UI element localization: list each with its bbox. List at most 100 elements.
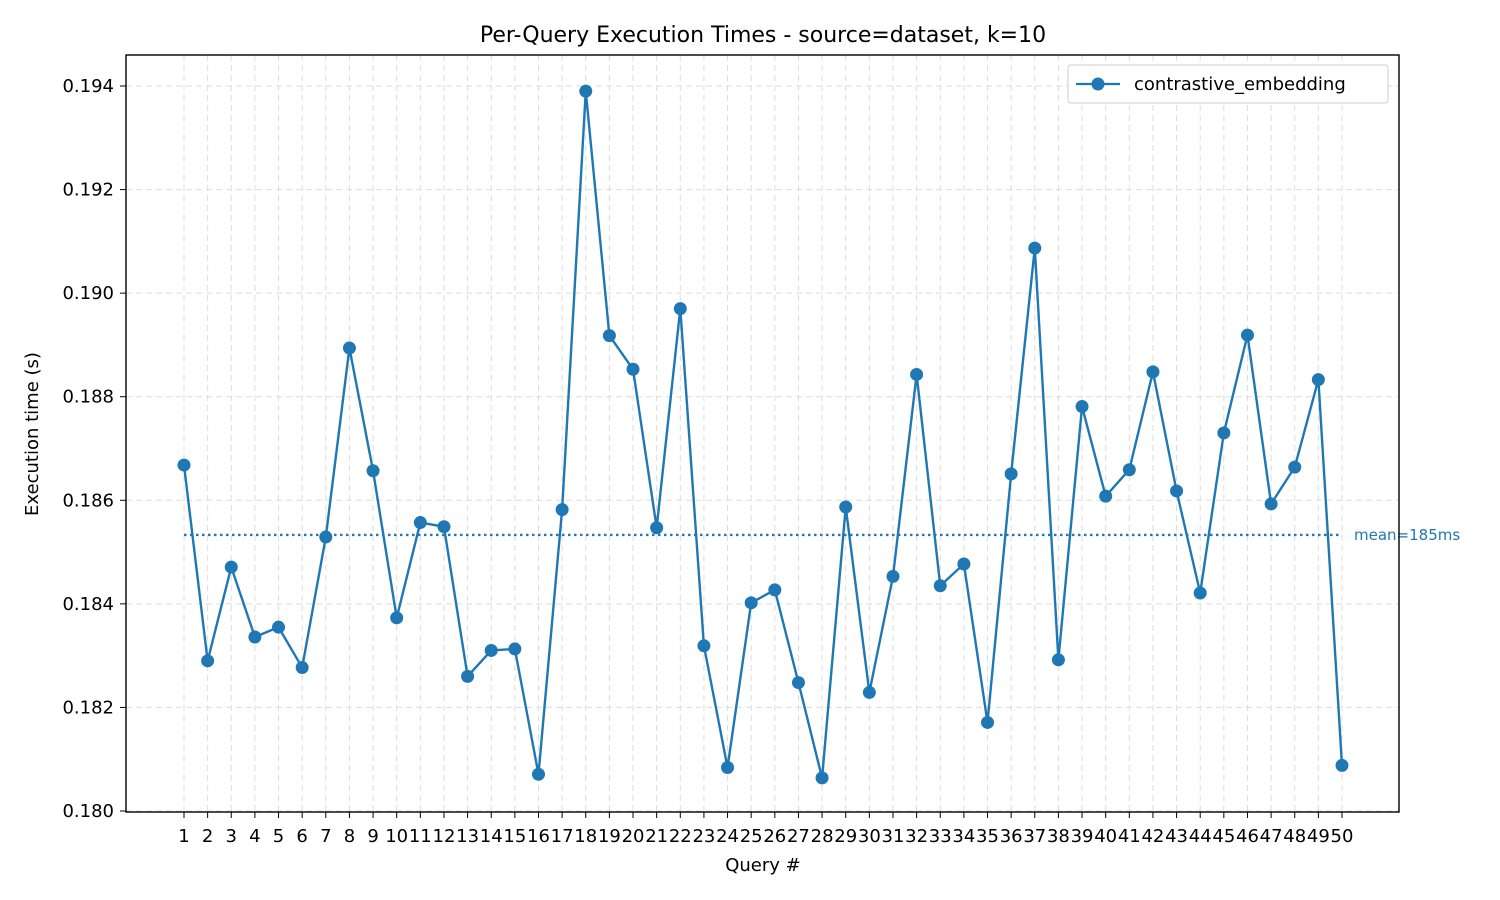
x-tick-label: 23 xyxy=(692,826,715,847)
data-point xyxy=(602,329,616,343)
y-tick-label: 0.192 xyxy=(62,180,114,201)
data-point xyxy=(1004,467,1018,481)
data-point xyxy=(272,620,286,634)
mean-label: mean=185ms xyxy=(1354,526,1460,544)
data-point xyxy=(555,503,569,517)
x-tick-label: 27 xyxy=(787,826,810,847)
data-point xyxy=(1075,400,1089,414)
data-point xyxy=(1170,484,1184,498)
data-point xyxy=(177,458,191,472)
x-tick-label: 7 xyxy=(320,826,331,847)
data-point xyxy=(815,771,829,785)
x-tick-label: 33 xyxy=(929,826,952,847)
x-tick-label: 1 xyxy=(178,826,189,847)
y-tick-label: 0.184 xyxy=(62,594,114,615)
y-tick-label: 0.186 xyxy=(62,490,114,511)
data-point xyxy=(413,516,427,530)
data-point xyxy=(201,654,215,668)
x-tick-label: 20 xyxy=(622,826,645,847)
x-tick-label: 21 xyxy=(645,826,668,847)
x-tick-label: 11 xyxy=(409,826,432,847)
data-point xyxy=(1028,241,1042,255)
x-tick-label: 29 xyxy=(834,826,857,847)
data-point xyxy=(579,84,593,98)
x-tick-label: 8 xyxy=(344,826,355,847)
y-tick-label: 0.194 xyxy=(62,76,114,97)
x-tick-label: 22 xyxy=(669,826,692,847)
x-tick-label: 24 xyxy=(716,826,739,847)
data-point xyxy=(342,341,356,355)
x-tick-label: 18 xyxy=(574,826,597,847)
x-tick-label: 5 xyxy=(273,826,284,847)
data-point xyxy=(839,500,853,514)
series-contrastive-embedding xyxy=(177,84,1349,785)
data-point xyxy=(1193,586,1207,600)
x-axis-label: Query # xyxy=(725,855,801,876)
x-tick-label: 6 xyxy=(296,826,307,847)
x-axis-ticks: 1 2 3 4 5 6 7 8 9 10 11 12 13 14 15 16 17 18 19 20 21 22 23 24 2… xyxy=(178,812,1353,847)
data-point xyxy=(721,761,735,774)
data-point xyxy=(1051,653,1065,667)
legend-marker-swatch xyxy=(1091,77,1105,91)
x-tick-label: 16 xyxy=(527,826,550,847)
x-tick-label: 3 xyxy=(226,826,237,847)
data-point xyxy=(1122,463,1136,477)
legend-label: contrastive_embedding xyxy=(1134,74,1346,95)
data-point xyxy=(1288,460,1302,474)
legend-box xyxy=(1067,64,1389,104)
data-point xyxy=(957,557,971,571)
x-tick-label: 41 xyxy=(1118,826,1141,847)
x-tick-label: 48 xyxy=(1283,826,1306,847)
data-point xyxy=(933,579,947,593)
x-tick-label: 36 xyxy=(1000,826,1023,847)
data-point xyxy=(650,521,664,535)
data-point xyxy=(673,302,687,316)
data-point xyxy=(1335,758,1349,772)
data-point xyxy=(295,661,309,675)
mean-line-group: mean=185ms xyxy=(184,526,1460,544)
x-tick-label: 43 xyxy=(1165,826,1188,847)
x-tick-label: 34 xyxy=(952,826,975,847)
data-point xyxy=(1240,328,1254,342)
data-point xyxy=(981,715,995,729)
x-tick-label: 49 xyxy=(1307,826,1330,847)
x-tick-label: 13 xyxy=(456,826,479,847)
x-tick-label: 14 xyxy=(480,826,503,847)
x-tick-label: 31 xyxy=(882,826,905,847)
data-point xyxy=(390,611,404,625)
x-tick-label: 30 xyxy=(858,826,881,847)
data-point xyxy=(1264,497,1278,511)
data-point xyxy=(862,685,876,699)
x-tick-label: 46 xyxy=(1236,826,1259,847)
x-tick-label: 47 xyxy=(1260,826,1283,847)
chart-title: Per-Query Execution Times - source=datas… xyxy=(480,23,1046,48)
y-tick-label: 0.182 xyxy=(62,697,114,718)
data-point xyxy=(626,362,640,376)
data-point xyxy=(437,520,451,534)
x-tick-label: 40 xyxy=(1094,826,1117,847)
y-tick-label: 0.188 xyxy=(62,387,114,408)
x-tick-label: 32 xyxy=(905,826,928,847)
data-point xyxy=(1146,365,1160,379)
data-point xyxy=(791,676,805,690)
y-axis-ticks: 0.180 0.182 0.184 0.186 0.188 0.190 0.192 0.194 xyxy=(62,76,126,822)
x-tick-label: 12 xyxy=(433,826,456,847)
series-line xyxy=(182,89,1344,780)
x-tick-label: 38 xyxy=(1047,826,1070,847)
x-tick-label: 26 xyxy=(763,826,786,847)
x-tick-label: 42 xyxy=(1141,826,1164,847)
data-point xyxy=(508,642,522,656)
data-point xyxy=(484,643,498,657)
x-tick-label: 19 xyxy=(598,826,621,847)
x-tick-label: 39 xyxy=(1071,826,1094,847)
y-axis-label: Execution time (s) xyxy=(22,352,43,516)
data-point xyxy=(697,639,711,653)
legend: contrastive_embedding xyxy=(1067,64,1389,104)
x-tick-label: 2 xyxy=(202,826,213,847)
x-tick-label: 25 xyxy=(740,826,763,847)
data-point xyxy=(910,367,924,381)
data-point xyxy=(1311,373,1325,387)
x-tick-label: 4 xyxy=(249,826,260,847)
data-point xyxy=(744,596,758,610)
